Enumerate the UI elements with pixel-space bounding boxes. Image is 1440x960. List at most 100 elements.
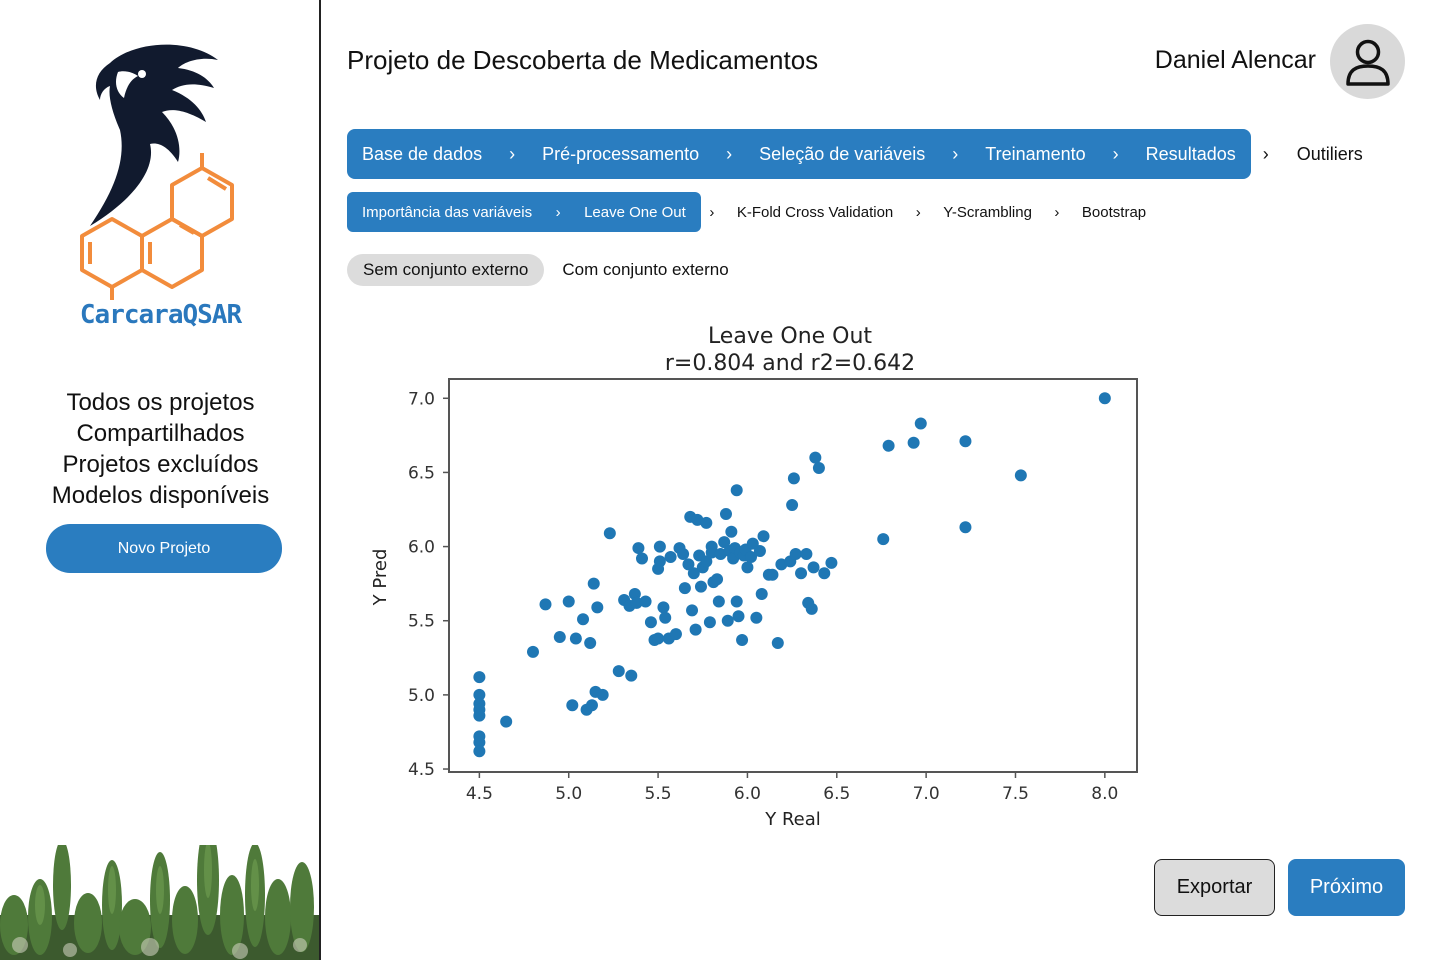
- scatter-point: [653, 540, 666, 553]
- x-tick-label: 5.5: [645, 784, 672, 804]
- chevron-right-icon: ›: [1054, 203, 1060, 221]
- scatter-point: [694, 580, 707, 593]
- scatter-point: [625, 669, 638, 682]
- nav-all-projects[interactable]: Todos os projetos: [66, 389, 255, 416]
- scatter-point: [809, 451, 822, 464]
- substep-kfold[interactable]: K-Fold Cross Validation: [736, 203, 894, 221]
- scatter-point: [473, 671, 486, 684]
- x-tick-label: 5.0: [555, 784, 582, 804]
- scatter-point: [712, 595, 725, 608]
- scatter-point: [553, 631, 566, 644]
- step-results[interactable]: Resultados: [1145, 143, 1236, 164]
- export-button[interactable]: Exportar: [1154, 859, 1275, 916]
- scatter-point: [596, 688, 609, 701]
- scatter-point: [882, 439, 895, 452]
- scatter-point: [771, 636, 784, 649]
- scatter-point: [678, 582, 691, 595]
- step-database[interactable]: Base de dados: [362, 143, 483, 164]
- chevron-right-icon: ›: [1112, 143, 1119, 164]
- scatter-point: [1014, 469, 1027, 482]
- results-substeps: Importância das variáveis › Leave One Ou…: [347, 192, 1146, 232]
- y-axis-label: Y Pred: [370, 549, 391, 607]
- plot-area: [448, 378, 1138, 773]
- next-button[interactable]: Próximo: [1288, 859, 1405, 916]
- substep-y-scrambling[interactable]: Y-Scrambling: [943, 203, 1032, 221]
- scatter-point: [473, 709, 486, 722]
- nav-available-models[interactable]: Modelos disponíveis: [51, 482, 270, 509]
- scatter-point: [630, 596, 643, 609]
- scatter-point: [473, 688, 486, 701]
- scatter-point: [959, 435, 972, 448]
- user-avatar[interactable]: [1330, 24, 1405, 99]
- substep-leave-one-out[interactable]: Leave One Out: [584, 203, 686, 221]
- scatter-point: [1098, 392, 1111, 405]
- substep-bootstrap[interactable]: Bootstrap: [1081, 203, 1147, 221]
- scatter-point: [753, 545, 766, 558]
- scatter-point: [766, 568, 779, 581]
- scatter-point: [664, 550, 677, 563]
- scatter-point: [657, 601, 670, 614]
- x-axis-label: Y Real: [764, 809, 821, 830]
- toggle-with-external-set[interactable]: Com conjunto externo: [562, 260, 729, 279]
- scatter-point: [719, 507, 732, 520]
- side-nav: Todos os projetos Compartilhados Projeto…: [0, 387, 319, 511]
- scatter-point: [653, 555, 666, 568]
- scatter-point: [730, 484, 743, 497]
- chevron-right-icon: ›: [509, 143, 516, 164]
- scatter-point: [585, 699, 598, 712]
- scatter-point: [473, 745, 486, 758]
- scatter-point: [725, 525, 738, 538]
- scatter-point: [587, 577, 600, 590]
- scatter-point: [700, 555, 713, 568]
- scatter-point: [705, 540, 718, 553]
- inactive-steps-group: › Outiliers: [1251, 144, 1363, 165]
- nav-deleted-projects[interactable]: Projetos excluídos: [62, 451, 259, 478]
- scatter-point: [721, 614, 734, 627]
- y-axis-ticks: 4.5 5.0 5.5 6.0 6.5 7.0: [408, 389, 449, 780]
- x-tick-label: 8.0: [1091, 784, 1118, 804]
- scatter-point: [741, 561, 754, 574]
- brand-name: CarcaraQSAR: [79, 300, 242, 330]
- scatter-point: [603, 527, 616, 540]
- scatter-point: [786, 499, 799, 512]
- scatter-point: [632, 542, 645, 555]
- scatter-point: [750, 611, 763, 624]
- x-axis-ticks: 4.5 5.0 5.5 6.0 6.5 7.0 7.5 8.0: [466, 772, 1118, 804]
- scatter-points: [473, 392, 1111, 758]
- carcara-logo-icon: [80, 44, 234, 300]
- step-training[interactable]: Treinamento: [985, 143, 1086, 164]
- scatter-point: [787, 472, 800, 485]
- scatter-point: [652, 632, 665, 645]
- scatter-point: [669, 628, 682, 641]
- substep-variable-importance[interactable]: Importância das variáveis: [362, 203, 533, 221]
- scatter-point: [812, 461, 825, 474]
- scatter-point: [736, 634, 749, 647]
- step-outliers[interactable]: Outiliers: [1296, 143, 1363, 164]
- scatter-point: [711, 573, 724, 586]
- chevron-right-icon: ›: [1262, 143, 1269, 164]
- y-tick-label: 5.5: [408, 612, 435, 632]
- x-tick-label: 7.5: [1002, 784, 1029, 804]
- x-tick-label: 6.5: [823, 784, 850, 804]
- scatter-point: [500, 715, 513, 728]
- chevron-right-icon: ›: [915, 203, 921, 221]
- scatter-point: [566, 699, 579, 712]
- scatter-point: [745, 550, 758, 563]
- step-variable-selection[interactable]: Seleção de variáveis: [759, 143, 926, 164]
- nav-shared[interactable]: Compartilhados: [76, 420, 245, 447]
- scatter-point: [577, 613, 590, 626]
- toggle-without-external-set[interactable]: Sem conjunto externo: [347, 254, 545, 286]
- x-tick-label: 7.0: [913, 784, 940, 804]
- scatter-point: [644, 616, 657, 629]
- scatter-point: [628, 588, 641, 601]
- scatter-point: [818, 567, 831, 580]
- step-preprocessing[interactable]: Pré-processamento: [542, 143, 700, 164]
- loo-scatter-chart: Leave One Out r=0.804 and r2=0.642 4.5 5.…: [370, 324, 1138, 830]
- scatter-point: [746, 537, 759, 550]
- y-tick-label: 6.0: [408, 538, 435, 558]
- chevron-right-icon: ›: [555, 203, 561, 221]
- scatter-point: [732, 610, 745, 623]
- y-tick-label: 6.5: [408, 463, 435, 483]
- new-project-button[interactable]: Novo Projeto: [46, 524, 282, 573]
- scatter-point: [959, 521, 972, 534]
